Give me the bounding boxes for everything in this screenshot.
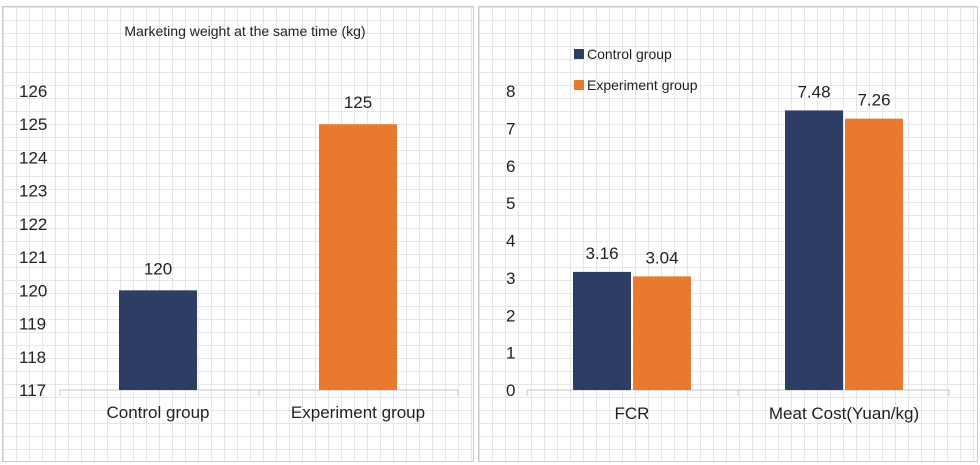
chart-title: Marketing weight at the same time (kg) — [124, 23, 365, 39]
y-tick-label: 4 — [506, 232, 515, 251]
data-label: 125 — [344, 93, 372, 112]
y-tick-label: 122 — [19, 215, 47, 234]
y-tick-label: 120 — [19, 281, 47, 300]
x-tick-label: Meat Cost(Yuan/kg) — [769, 404, 919, 423]
y-tick-label: 126 — [19, 82, 47, 101]
y-tick-label: 125 — [19, 115, 47, 134]
bar — [785, 110, 843, 390]
chart-panel-marketing-weight: Marketing weight at the same time (kg) C… — [2, 6, 474, 462]
y-tick-label: 121 — [19, 248, 47, 267]
y-tick-label: 2 — [506, 306, 515, 325]
y-tick-label: 124 — [19, 148, 47, 167]
y-tick-label: 5 — [506, 194, 515, 213]
y-tick-label: 123 — [19, 182, 47, 201]
y-tick-label: 119 — [19, 315, 46, 334]
bar — [845, 118, 903, 390]
legend-swatch-experiment — [574, 80, 584, 90]
data-label: 7.26 — [857, 91, 890, 110]
y-tick-label: 117 — [19, 381, 46, 400]
x-tick-label: Experiment group — [291, 403, 425, 422]
bar — [573, 271, 631, 390]
x-tick-label: FCR — [615, 404, 650, 423]
y-tick-label: 6 — [506, 157, 515, 176]
y-tick-label: 8 — [506, 82, 515, 101]
chart-marketing-weight: Marketing weight at the same time (kg) C… — [19, 23, 459, 422]
y-tick-label: 3 — [506, 269, 515, 288]
y-tick-label: 0 — [506, 381, 515, 400]
bar — [319, 124, 397, 390]
data-label: 120 — [144, 259, 172, 278]
x-tick-label: Control group — [106, 403, 209, 422]
legend-label-experiment: Experiment group — [587, 77, 698, 93]
chart-panel-fcr-meat-cost: Control group Experiment group FCR Meat … — [478, 6, 978, 462]
data-label: 3.16 — [585, 244, 618, 263]
data-label: 3.04 — [645, 248, 678, 267]
legend-swatch-control — [574, 49, 584, 59]
y-tick-label: 118 — [19, 348, 46, 367]
data-label: 7.48 — [797, 82, 830, 101]
chart-fcr-meat-cost: Control group Experiment group FCR Meat … — [506, 46, 950, 423]
y-tick-label: 7 — [506, 119, 515, 138]
bar — [633, 276, 691, 390]
legend-label-control: Control group — [587, 46, 672, 62]
bar — [119, 290, 197, 390]
y-tick-label: 1 — [506, 344, 515, 363]
